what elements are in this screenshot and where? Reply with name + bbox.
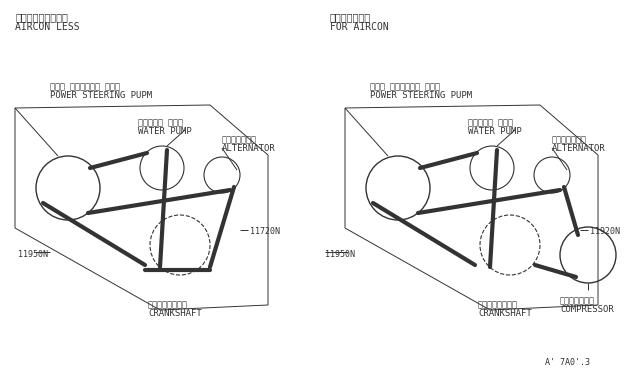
Text: POWER STEERING PUPM: POWER STEERING PUPM <box>370 91 472 100</box>
Text: ウォーター ポンプ: ウォーター ポンプ <box>138 118 183 127</box>
Text: ウォーター ポンプ: ウォーター ポンプ <box>468 118 513 127</box>
Text: CRANKSHAFT: CRANKSHAFT <box>478 309 532 318</box>
Text: オルタネイター: オルタネイター <box>222 135 257 144</box>
Text: クランクシャフト: クランクシャフト <box>148 300 188 309</box>
Text: POWER STEERING PUPM: POWER STEERING PUPM <box>50 91 152 100</box>
Text: 11920N: 11920N <box>590 227 620 236</box>
Text: クランクシャフト: クランクシャフト <box>478 300 518 309</box>
Text: 11720N: 11720N <box>250 227 280 236</box>
Text: エアコン　無し仕様: エアコン 無し仕様 <box>15 12 68 22</box>
Text: 11950N: 11950N <box>325 250 355 259</box>
Text: ALTERNATOR: ALTERNATOR <box>552 144 605 153</box>
Text: 11950N: 11950N <box>18 250 48 259</box>
Text: コンプレッサー: コンプレッサー <box>560 296 595 305</box>
Text: COMPRESSOR: COMPRESSOR <box>560 305 614 314</box>
Text: WATER PUMP: WATER PUMP <box>468 127 522 136</box>
Text: A' 7A0'.3: A' 7A0'.3 <box>545 358 590 367</box>
Text: パワー ステアリング ポンプ: パワー ステアリング ポンプ <box>370 82 440 91</box>
Text: AIRCON LESS: AIRCON LESS <box>15 22 79 32</box>
Text: WATER PUMP: WATER PUMP <box>138 127 192 136</box>
Text: パワー ステアリング ポンプ: パワー ステアリング ポンプ <box>50 82 120 91</box>
Text: FOR AIRCON: FOR AIRCON <box>330 22 388 32</box>
Text: オルタネイター: オルタネイター <box>552 135 587 144</box>
Text: ALTERNATOR: ALTERNATOR <box>222 144 276 153</box>
Text: エアコン付仕様: エアコン付仕様 <box>330 12 371 22</box>
Text: CRANKSHAFT: CRANKSHAFT <box>148 309 202 318</box>
